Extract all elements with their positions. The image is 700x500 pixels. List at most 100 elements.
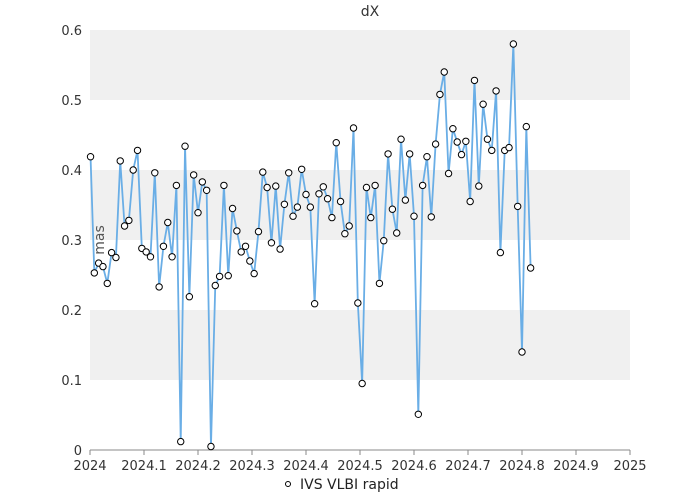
- data-point: [267, 239, 276, 247]
- data-point: [306, 203, 315, 211]
- data-point: [492, 87, 500, 95]
- data-point: [393, 229, 401, 237]
- data-point: [254, 227, 263, 236]
- data-point: [410, 212, 418, 220]
- data-point: [332, 139, 340, 147]
- data-point: [220, 181, 228, 190]
- data-point: [310, 300, 319, 308]
- data-point: [146, 253, 155, 261]
- data-point: [297, 165, 306, 174]
- data-point: [250, 269, 258, 278]
- data-point: [431, 140, 440, 148]
- data-point: [371, 181, 379, 190]
- data-point: [505, 143, 513, 152]
- data-point: [444, 169, 453, 178]
- legend-label: IVS VLBI rapid: [300, 477, 399, 493]
- data-point: [159, 242, 168, 251]
- data-point: [375, 279, 384, 288]
- data-point: [189, 171, 198, 179]
- data-point: [423, 153, 431, 161]
- data-point: [427, 213, 435, 221]
- y-tick-label: 0.4: [61, 164, 82, 179]
- data-point: [513, 202, 522, 211]
- x-tick-label: 2024.9: [553, 459, 599, 474]
- y-tick-label: 0.1: [61, 374, 82, 389]
- data-point: [449, 125, 457, 133]
- data-point: [168, 253, 176, 261]
- data-point: [418, 181, 427, 190]
- data-point: [181, 142, 189, 150]
- data-point: [349, 124, 358, 132]
- data-point: [228, 204, 237, 213]
- data-point: [488, 146, 496, 155]
- data-point: [453, 138, 461, 146]
- data-point: [172, 181, 181, 190]
- data-point: [194, 209, 202, 217]
- data-point: [509, 40, 518, 48]
- data-point: [462, 137, 470, 146]
- data-point: [518, 348, 526, 356]
- data-point: [112, 253, 120, 262]
- data-point: [215, 272, 224, 281]
- data-point: [405, 150, 414, 158]
- grid-band: [90, 30, 630, 100]
- data-point: [177, 437, 185, 446]
- chart-title: dX: [361, 4, 380, 20]
- x-tick-label: 2024: [73, 459, 106, 474]
- grid-band: [90, 170, 630, 240]
- data-point: [466, 197, 474, 206]
- x-tick-label: 2024.2: [175, 459, 221, 474]
- data-point: [246, 257, 254, 265]
- series-layer: [86, 40, 535, 451]
- data-point: [328, 213, 336, 222]
- x-axis-ticks: 2024 2024.1 2024.2 2024.3 2024.4 2024.5 2024.6…: [73, 450, 647, 474]
- data-point: [125, 216, 133, 225]
- data-point: [367, 213, 375, 222]
- y-tick-label: 0.5: [61, 94, 82, 109]
- data-point: [133, 146, 142, 155]
- data-point: [237, 248, 245, 256]
- data-point: [384, 150, 392, 158]
- data-point: [362, 183, 371, 192]
- data-point: [319, 183, 327, 191]
- data-point: [224, 272, 232, 280]
- data-point: [358, 379, 366, 388]
- data-point: [336, 197, 345, 206]
- data-point: [211, 281, 219, 290]
- data-point: [522, 122, 531, 131]
- data-point: [457, 150, 466, 159]
- x-tick-label: 2024.6: [391, 459, 437, 474]
- grid-bands: [90, 30, 630, 380]
- data-point: [380, 237, 388, 245]
- data-point: [259, 168, 267, 176]
- x-tick-label: 2025: [613, 459, 646, 474]
- data-point: [496, 248, 505, 257]
- y-axis-label: mas: [92, 225, 108, 255]
- data-point: [185, 293, 194, 301]
- data-point: [483, 135, 492, 143]
- data-point: [90, 269, 99, 277]
- data-point: [526, 264, 535, 272]
- data-point: [401, 196, 410, 204]
- data-point: [285, 169, 293, 177]
- data-point: [129, 166, 137, 174]
- x-tick-label: 2024.8: [499, 459, 545, 474]
- data-point: [107, 248, 116, 257]
- data-point: [151, 169, 159, 177]
- data-point: [202, 186, 211, 195]
- data-point: [479, 100, 487, 108]
- data-point: [198, 178, 207, 186]
- data-point: [241, 242, 250, 251]
- legend-marker-icon: [285, 481, 291, 487]
- data-point: [470, 76, 479, 85]
- data-point: [289, 212, 297, 220]
- data-point: [207, 442, 215, 451]
- data-point: [120, 222, 129, 230]
- data-point: [341, 230, 349, 238]
- legend[interactable]: IVS VLBI rapid: [285, 477, 399, 493]
- data-point: [142, 248, 150, 256]
- y-tick-label: 0.6: [61, 24, 82, 39]
- data-point: [293, 203, 302, 211]
- data-point: [263, 183, 271, 192]
